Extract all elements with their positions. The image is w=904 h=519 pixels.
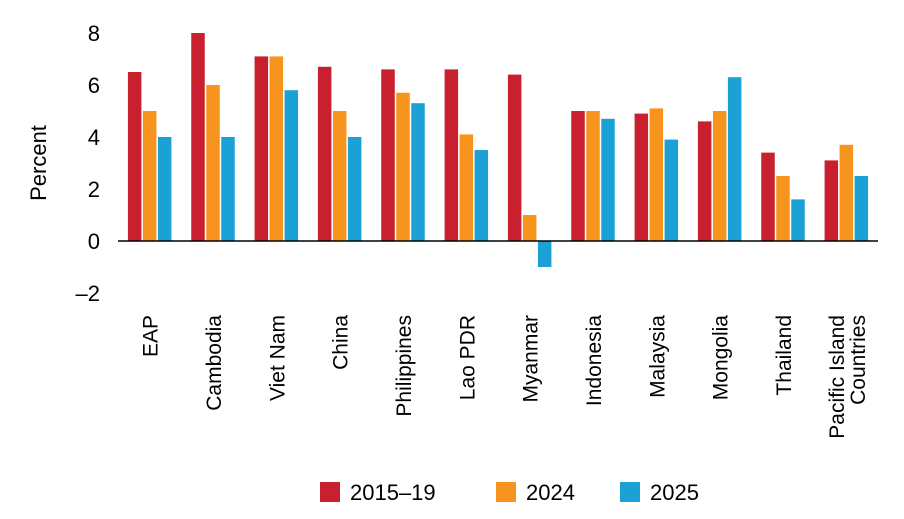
y-tick-label: 4 xyxy=(88,125,100,150)
bars xyxy=(127,33,869,267)
category-label: Countries xyxy=(847,315,870,405)
bar xyxy=(157,137,172,241)
y-tick-labels: 8 6 4 2 0 –2 xyxy=(76,21,100,306)
legend-label: 2015–19 xyxy=(350,480,436,505)
category-labels: EAP Cambodia Viet Nam China Philippines Lao P… xyxy=(140,315,870,439)
y-tick-label: 8 xyxy=(88,21,100,46)
bar xyxy=(191,33,205,241)
bar xyxy=(444,69,459,242)
bar xyxy=(839,144,854,241)
bar xyxy=(537,241,552,267)
legend: 2015–19 2024 2025 xyxy=(320,480,699,505)
bar xyxy=(269,56,284,242)
y-tick-label: –2 xyxy=(76,281,100,306)
bar xyxy=(522,215,537,241)
y-axis-title: Percent xyxy=(26,125,51,201)
bar xyxy=(824,160,839,241)
category-label: China xyxy=(330,315,353,370)
category-label: Lao PDR xyxy=(456,315,479,400)
bar xyxy=(347,137,362,241)
bar xyxy=(776,176,790,241)
category-label: EAP xyxy=(140,315,163,357)
bar xyxy=(332,111,347,241)
category-label: Mongolia xyxy=(710,315,733,401)
bar xyxy=(586,111,600,241)
bar xyxy=(284,90,299,241)
bar xyxy=(634,113,649,241)
bar xyxy=(712,111,727,241)
legend-label: 2025 xyxy=(650,480,699,505)
y-tick-label: 0 xyxy=(88,229,100,254)
category-label: Cambodia xyxy=(203,315,226,411)
bar xyxy=(664,139,679,241)
bar xyxy=(381,69,395,242)
bar xyxy=(854,176,869,241)
bar xyxy=(791,199,805,241)
bar xyxy=(206,85,220,241)
bar xyxy=(254,56,269,242)
category-label: Viet Nam xyxy=(266,315,289,401)
category-label: Myanmar xyxy=(520,315,543,403)
category-label: Indonesia xyxy=(583,315,606,406)
bar xyxy=(221,137,235,241)
legend-swatch xyxy=(320,482,340,502)
bar xyxy=(142,111,157,241)
category-label: Malaysia xyxy=(646,315,669,398)
y-tick-label: 6 xyxy=(88,73,100,98)
y-tick-label: 2 xyxy=(88,177,100,202)
bar xyxy=(649,108,664,242)
bar xyxy=(127,72,142,241)
category-label: Thailand xyxy=(773,315,796,396)
bar xyxy=(474,150,489,241)
legend-swatch xyxy=(496,482,516,502)
bar xyxy=(396,92,410,241)
bar xyxy=(601,118,615,241)
bar xyxy=(727,77,742,241)
bar xyxy=(697,121,712,241)
bar xyxy=(507,74,522,241)
bar xyxy=(571,111,585,241)
category-label: Philippines xyxy=(393,315,416,417)
legend-swatch xyxy=(620,482,640,502)
bar xyxy=(411,103,425,241)
bar xyxy=(459,134,474,241)
category-label: Pacific Island xyxy=(826,315,849,439)
bar xyxy=(761,152,775,241)
legend-label: 2024 xyxy=(526,480,575,505)
bar xyxy=(317,66,332,241)
